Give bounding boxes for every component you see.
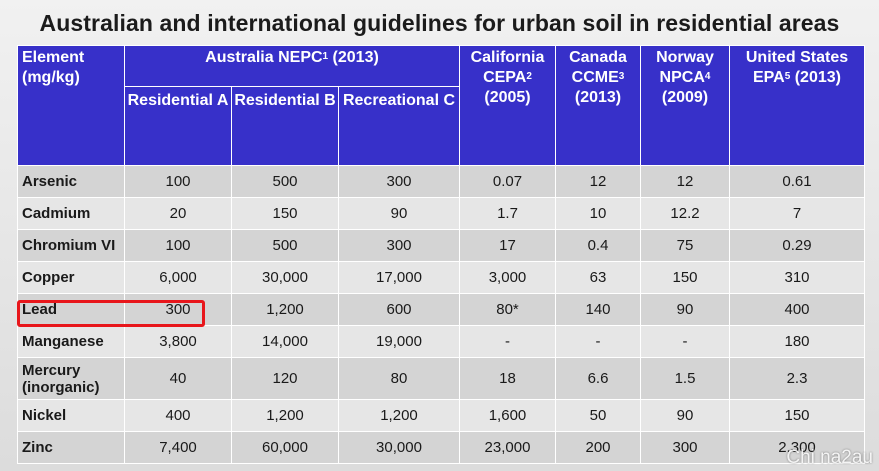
table-row: Nickel 400 1,200 1,200 1,600 50 90 150 (17, 399, 865, 432)
cell-res-a: 6,000 (124, 261, 232, 294)
lead-row-highlight (17, 300, 205, 327)
cell-element: Chromium VI (17, 229, 125, 262)
cell-rec-c: 300 (338, 165, 460, 198)
cell-rec-c: 80 (338, 357, 460, 400)
table-row: Manganese 3,800 14,000 19,000- - -180 (17, 325, 865, 358)
cell-us: 2.3 (729, 357, 865, 400)
cell-us: 150 (729, 399, 865, 432)
cell-res-a: 3,800 (124, 325, 232, 358)
table-row: Lead 300 1,200 600 80* 140 90 400 (17, 293, 865, 326)
cell-norway: 90 (640, 293, 730, 326)
table-row: Zinc 7,400 60,000 30,000 23,000 200 300 2,300 (17, 431, 865, 464)
cell-element: Cadmium (17, 197, 125, 230)
cell-california: 3,000 (459, 261, 556, 294)
cell-us: 0.29 (729, 229, 865, 262)
cell-res-b: 120 (231, 357, 339, 400)
cell-california: 17 (459, 229, 556, 262)
cell-res-b: 30,000 (231, 261, 339, 294)
cell-norway: 90 (640, 399, 730, 432)
cell-res-b: 1,200 (231, 293, 339, 326)
cell-canada: 6.6 (555, 357, 641, 400)
header-recreational-c: Recreational C (338, 86, 460, 166)
table-row: Mercury (inorganic) 40 120 80 18 6.6 1.5 2.3 (17, 357, 865, 400)
cell-norway: 150 (640, 261, 730, 294)
table-row: Copper 6,000 30,000 17,000 3,000 63 150 310 (17, 261, 865, 294)
cell-canada: 12 (555, 165, 641, 198)
cell-element: Arsenic (17, 165, 125, 198)
cell-norway: - (640, 325, 730, 358)
cell-norway: 1.5 (640, 357, 730, 400)
cell-norway: 300 (640, 431, 730, 464)
header-norway: Norway NPCA4 (2009) (640, 45, 730, 166)
cell-canada: 140 (555, 293, 641, 326)
cell-res-b: 500 (231, 165, 339, 198)
cell-california: 1.7 (459, 197, 556, 230)
table-row: Arsenic 100 500 300 0.07 12 12 0.61 (17, 165, 865, 198)
cell-norway: 75 (640, 229, 730, 262)
cell-canada: 10 (555, 197, 641, 230)
cell-norway: 12.2 (640, 197, 730, 230)
cell-norway: 12 (640, 165, 730, 198)
cell-element: Zinc (17, 431, 125, 464)
soil-guidelines-table: Element (mg/kg) Australia NEPC1 (2013) C… (17, 45, 865, 464)
header-australia: Australia NEPC1 (2013) (124, 45, 460, 87)
header-element: Element (mg/kg) (17, 45, 125, 166)
cell-california: 18 (459, 357, 556, 400)
cell-canada: 50 (555, 399, 641, 432)
cell-res-a: 300 (124, 293, 232, 326)
cell-canada: 200 (555, 431, 641, 464)
cell-res-a: 7,400 (124, 431, 232, 464)
cell-california: 23,000 (459, 431, 556, 464)
cell-us: 400 (729, 293, 865, 326)
cell-rec-c: 19,000 (338, 325, 460, 358)
cell-california: - (459, 325, 556, 358)
cell-rec-c: 1,200 (338, 399, 460, 432)
cell-us: 7 (729, 197, 865, 230)
cell-california: 0.07 (459, 165, 556, 198)
cell-res-a: 20 (124, 197, 232, 230)
cell-california: 1,600 (459, 399, 556, 432)
cell-res-a: 100 (124, 165, 232, 198)
cell-rec-c: 300 (338, 229, 460, 262)
cell-res-a: 400 (124, 399, 232, 432)
table-row: Chromium VI 100 500 300 17 0.4 75 0.29 (17, 229, 865, 262)
cell-us: 2,300 (729, 431, 865, 464)
cell-us: 310 (729, 261, 865, 294)
table-row: Cadmium 20 150 90 1.7 10 12.2 7 (17, 197, 865, 230)
cell-rec-c: 17,000 (338, 261, 460, 294)
cell-element: Mercury (inorganic) (17, 357, 125, 400)
cell-res-b: 60,000 (231, 431, 339, 464)
cell-us: 0.61 (729, 165, 865, 198)
watermark: Chi na2au (786, 447, 873, 468)
cell-rec-c: 600 (338, 293, 460, 326)
cell-canada: 0.4 (555, 229, 641, 262)
cell-rec-c: 30,000 (338, 431, 460, 464)
cell-rec-c: 90 (338, 197, 460, 230)
header-california: California CEPA2 (2005) (459, 45, 556, 166)
slide-title: Australian and international guidelines … (39, 10, 840, 36)
cell-res-a: 100 (124, 229, 232, 262)
cell-res-b: 14,000 (231, 325, 339, 358)
cell-element: Copper (17, 261, 125, 294)
header-canada: Canada CCME3 (2013) (555, 45, 641, 166)
cell-res-b: 1,200 (231, 399, 339, 432)
header-us: United States EPA5 (2013) (729, 45, 865, 166)
cell-res-b: 500 (231, 229, 339, 262)
header-residential-a: Residential A (124, 86, 232, 166)
cell-res-b: 150 (231, 197, 339, 230)
cell-california: 80* (459, 293, 556, 326)
cell-element: Nickel (17, 399, 125, 432)
header-residential-b: Residential B (231, 86, 339, 166)
cell-canada: - (555, 325, 641, 358)
cell-element: Manganese (17, 325, 125, 358)
cell-canada: 63 (555, 261, 641, 294)
cell-res-a: 40 (124, 357, 232, 400)
cell-us: 180 (729, 325, 865, 358)
cell-element: Lead (17, 293, 125, 326)
